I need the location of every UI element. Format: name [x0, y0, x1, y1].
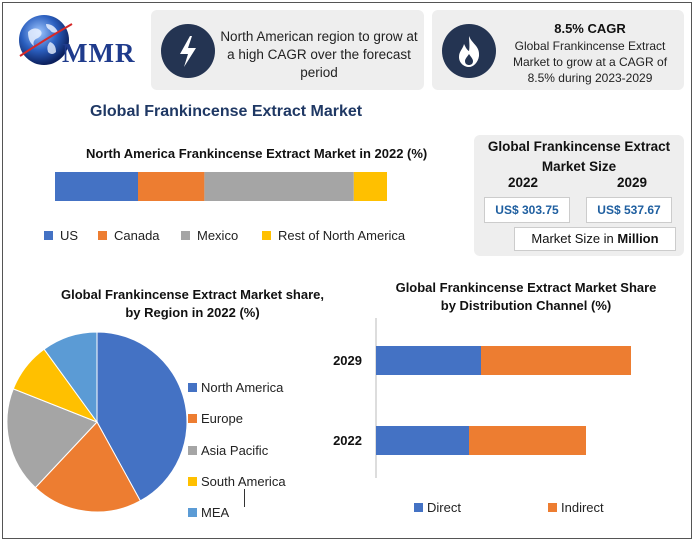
legend-swatch	[262, 231, 271, 240]
legend-label: US	[60, 228, 79, 243]
pie-slice-europe	[34, 421, 142, 513]
legend-swatch	[44, 231, 53, 240]
legend-label: Canada	[114, 228, 160, 243]
legend-label: MEA	[201, 505, 230, 521]
pie-slice-north-america	[96, 331, 188, 502]
cagr-text: Global Frankincense Extract Market to gr…	[512, 39, 668, 85]
divider-line	[244, 489, 245, 507]
market-size-unit-prefix: Market Size in	[531, 231, 618, 246]
legend-label: Rest of North America	[278, 228, 406, 243]
na-chart-title: North America Frankincense Extract Marke…	[86, 146, 428, 161]
distribution-bar-indirect-2029	[481, 346, 631, 375]
legend-label: North America	[201, 380, 284, 396]
market-size-value-2029: US$ 537.67	[586, 197, 672, 223]
pie-legend: North America Europe Asia Pacific South …	[188, 372, 286, 528]
distribution-legend-indirect: Indirect	[561, 500, 604, 515]
distribution-year-label: 2029	[333, 353, 362, 368]
legend-swatch	[548, 503, 557, 512]
pie-slice-mea	[43, 331, 98, 424]
legend-swatch	[188, 445, 197, 455]
distribution-bar-indirect-2022	[469, 426, 586, 455]
info-box-region: North American region to grow at a high …	[151, 10, 424, 90]
na-bar-segment-mexico	[204, 172, 354, 201]
na-legend-rest: Rest of North America	[262, 228, 405, 243]
distribution-bar-direct-2022	[376, 426, 469, 455]
na-legend-us: US	[44, 228, 78, 243]
pie-legend-europe: Europe	[188, 403, 286, 434]
legend-swatch	[188, 414, 197, 424]
distribution-stacked-bar-chart: 2029 2022 Direct Indirect	[333, 318, 631, 515]
info-region-text: North American region to grow at a high …	[220, 29, 418, 80]
legend-label: South America	[201, 474, 286, 490]
legend-label: Asia Pacific	[201, 442, 269, 458]
market-size-year-2022: 2022	[508, 175, 539, 190]
pie-chart-title: Global Frankincense Extract Market share…	[61, 287, 324, 320]
legend-swatch	[188, 383, 197, 393]
legend-swatch	[181, 231, 190, 240]
pie-legend-mea: MEA	[188, 497, 286, 528]
pie-legend-south-america: South America	[188, 466, 286, 497]
na-bar-segment-rest-of-north-america	[353, 172, 387, 201]
na-legend-canada: Canada	[98, 228, 160, 243]
info-box-cagr: 8.5% CAGR Global Frankincense Extract Ma…	[432, 10, 684, 90]
mmr-logo: MMR	[14, 10, 144, 80]
distribution-legend-direct: Direct	[427, 500, 461, 515]
region-pie-chart	[6, 331, 188, 513]
na-stacked-bar	[55, 172, 387, 201]
distribution-bar-direct-2029	[376, 346, 481, 375]
market-size-year-2029: 2029	[617, 175, 648, 190]
legend-swatch	[98, 231, 107, 240]
legend-label: Mexico	[197, 228, 239, 243]
na-legend-mexico: Mexico	[181, 228, 238, 243]
distribution-year-label: 2022	[333, 433, 362, 448]
market-size-unit-value: Million	[617, 231, 659, 246]
lightning-icon	[161, 24, 215, 78]
market-size-card: Global Frankincense Extract Market Size …	[474, 135, 684, 256]
logo-text: MMR	[62, 38, 136, 68]
globe-icon	[19, 15, 73, 65]
legend-label: Europe	[201, 411, 243, 427]
na-bar-segment-canada	[138, 172, 205, 201]
pie-legend-north-america: North America	[188, 372, 286, 403]
pie-legend-asia-pacific: Asia Pacific	[188, 435, 286, 466]
market-size-title: Global Frankincense Extract Market Size	[487, 139, 671, 174]
legend-swatch	[414, 503, 423, 512]
legend-swatch	[188, 477, 197, 487]
market-size-value-2022: US$ 303.75	[484, 197, 570, 223]
na-bar-segment-us	[55, 172, 138, 201]
page-title: Global Frankincense Extract Market	[90, 103, 363, 120]
cagr-title: 8.5% CAGR	[554, 21, 626, 36]
legend-swatch	[188, 508, 197, 518]
distribution-chart-title: Global Frankincense Extract Market Share…	[395, 280, 657, 313]
flame-icon	[442, 24, 496, 78]
market-size-unit: Market Size in Million	[514, 227, 676, 251]
